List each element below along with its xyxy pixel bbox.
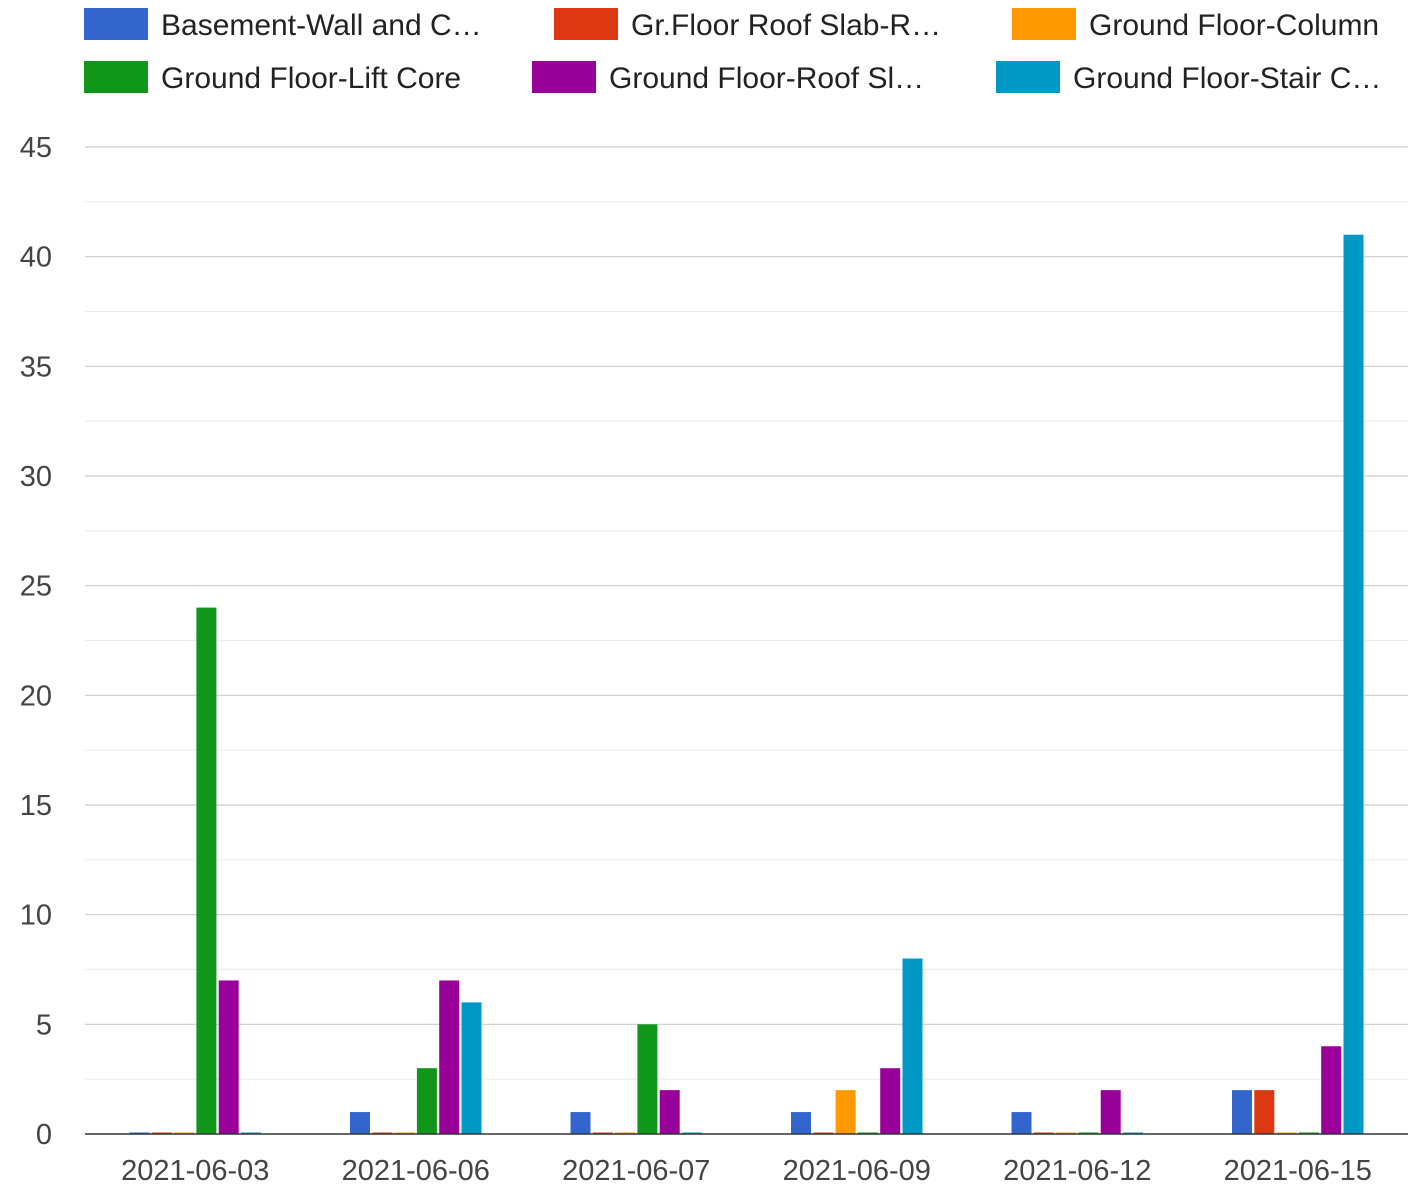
x-axis: 2021-06-03 2021-06-06 2021-06-07 2021-06-09… (121, 1155, 1372, 1187)
legend: Basement-Wall and C… Gr.Floor Roof Slab-R… (84, 8, 1381, 95)
bar[interactable] (1254, 1090, 1275, 1134)
bar[interactable] (1232, 1090, 1252, 1134)
bar[interactable] (835, 1090, 856, 1134)
legend-label: Ground Floor-Roof Sl… (609, 62, 924, 95)
legend-swatch (554, 8, 618, 40)
x-tick-label: 2021-06-06 (342, 1155, 490, 1187)
y-tick-label: 20 (20, 680, 52, 712)
legend-label: Ground Floor-Lift Core (161, 62, 461, 95)
bar[interactable] (218, 980, 239, 1134)
bar[interactable] (1011, 1112, 1032, 1134)
bar[interactable] (461, 1002, 482, 1134)
legend-label: Basement-Wall and C… (161, 9, 482, 42)
legend-item[interactable]: Ground Floor-Roof Sl… (532, 61, 924, 95)
legend-item[interactable]: Basement-Wall and C… (84, 8, 482, 42)
y-tick-label: 15 (20, 790, 52, 822)
x-tick-label: 2021-06-07 (562, 1155, 710, 1187)
bar[interactable] (637, 1024, 658, 1134)
legend-item[interactable]: Ground Floor-Column (1012, 8, 1379, 42)
y-tick-label: 40 (20, 242, 52, 274)
y-tick-label: 30 (20, 461, 52, 493)
bar[interactable] (439, 980, 460, 1134)
x-tick-label: 2021-06-09 (783, 1155, 931, 1187)
legend-item[interactable]: Ground Floor-Lift Core (84, 61, 461, 95)
bars (129, 234, 1364, 1134)
legend-swatch (84, 8, 148, 40)
y-tick-label: 35 (20, 351, 52, 383)
legend-swatch (996, 61, 1060, 93)
bar[interactable] (1321, 1046, 1342, 1134)
x-tick-label: 2021-06-03 (121, 1155, 269, 1187)
y-tick-label: 10 (20, 900, 52, 932)
bar[interactable] (416, 1068, 437, 1134)
y-axis: 0 5 10 15 20 25 30 35 40 45 (20, 132, 52, 1151)
y-tick-label: 25 (20, 571, 52, 603)
legend-swatch (532, 61, 596, 93)
bar[interactable] (659, 1090, 680, 1134)
legend-label: Ground Floor-Stair C… (1073, 62, 1381, 95)
legend-swatch (1012, 8, 1076, 40)
bar[interactable] (880, 1068, 901, 1134)
y-tick-label: 0 (36, 1119, 52, 1151)
bar[interactable] (1100, 1090, 1121, 1134)
y-tick-label: 45 (20, 132, 52, 164)
bar[interactable] (570, 1112, 591, 1134)
x-tick-label: 2021-06-15 (1224, 1155, 1372, 1187)
x-tick-label: 2021-06-12 (1003, 1155, 1151, 1187)
legend-label: Gr.Floor Roof Slab-R… (631, 9, 941, 42)
legend-label: Ground Floor-Column (1089, 9, 1379, 42)
bar[interactable] (1343, 234, 1364, 1134)
legend-item[interactable]: Gr.Floor Roof Slab-R… (554, 8, 941, 42)
gridlines (85, 146, 1408, 1080)
legend-swatch (84, 61, 148, 93)
bar[interactable] (196, 607, 217, 1134)
bar[interactable] (791, 1112, 811, 1134)
bar[interactable] (902, 958, 923, 1134)
bar[interactable] (350, 1112, 370, 1134)
y-tick-label: 5 (36, 1009, 52, 1041)
legend-item[interactable]: Ground Floor-Stair C… (996, 61, 1381, 95)
